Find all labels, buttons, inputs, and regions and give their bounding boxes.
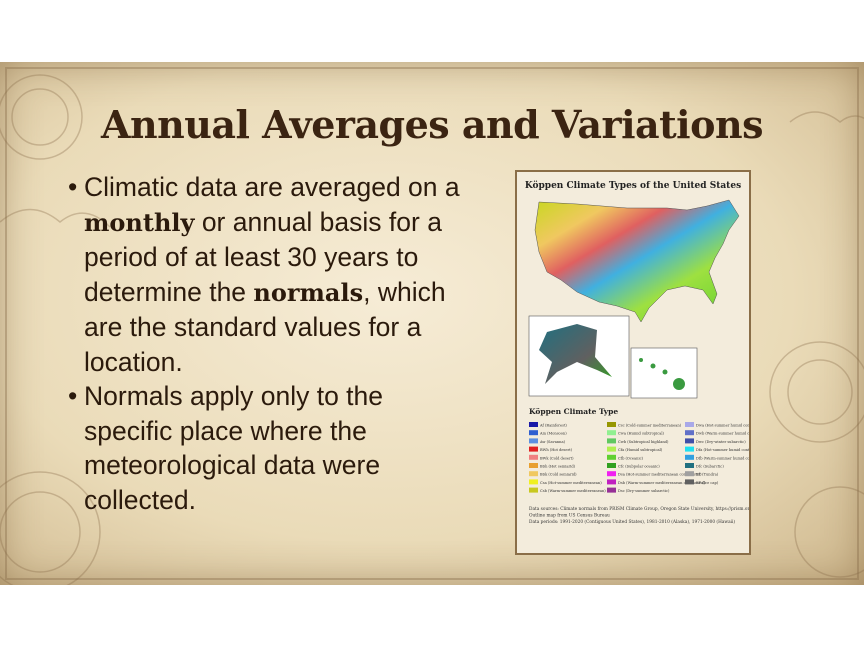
map-figure: Köppen Climate Types of the United State… bbox=[525, 180, 782, 525]
legend-label: Csb (Warm-summer mediterranean) bbox=[540, 489, 606, 493]
legend-swatch bbox=[529, 479, 538, 485]
bold-text: normals bbox=[253, 277, 364, 307]
legend-label: EF (Ice cap) bbox=[696, 481, 719, 485]
legend-swatch bbox=[685, 479, 694, 485]
legend-label: Aw (Savanna) bbox=[539, 440, 566, 444]
legend-label: BWh (Hot desert) bbox=[540, 448, 573, 452]
legend-label: Cfc (Subpolar oceanic) bbox=[618, 465, 660, 469]
legend-swatch bbox=[529, 422, 538, 427]
slide: Annual Averages and Variations Climatic … bbox=[0, 62, 864, 585]
legend-swatch bbox=[607, 471, 616, 477]
legend-label: BWk (Cold desert) bbox=[540, 456, 574, 460]
legend-swatch bbox=[529, 487, 538, 493]
legend-swatch bbox=[685, 422, 694, 427]
legend-label: Dwa (Hot-summer humid continental) bbox=[696, 424, 749, 428]
legend-swatch bbox=[607, 438, 616, 444]
bullet: Normals apply only to the specific place… bbox=[68, 379, 468, 517]
legend-swatch bbox=[685, 454, 694, 460]
legend-label: Cwa (Humid subtropical) bbox=[618, 432, 665, 436]
legend-swatch bbox=[529, 454, 538, 460]
legend-swatch bbox=[607, 487, 616, 493]
legend-label: Dsb (Warm-summer mediterranean continent… bbox=[618, 481, 706, 485]
legend-swatch bbox=[607, 479, 616, 485]
source-note: Data periods: 1991-2020 (Contiguous Unit… bbox=[529, 520, 735, 525]
map-title: Köppen Climate Types of the United State… bbox=[525, 180, 741, 191]
legend-label: Cwb (Subtropical highland) bbox=[618, 440, 669, 444]
legend-swatch bbox=[529, 471, 538, 477]
legend-swatch bbox=[685, 430, 694, 436]
legend-label: Dfc (Subarctic) bbox=[696, 465, 724, 469]
legend-label: Dsa (Hot-summer mediterranean continenta… bbox=[618, 473, 702, 477]
legend-swatch bbox=[607, 454, 616, 460]
legend-title: Köppen Climate Type bbox=[529, 407, 618, 416]
legend-swatch bbox=[607, 422, 616, 427]
legend-swatch bbox=[529, 430, 538, 436]
legend-label: Dwb (Warm-summer humid continental) bbox=[696, 432, 749, 436]
legend-label: Dfb (Warm-summer humid continental) bbox=[696, 456, 749, 460]
legend-swatch bbox=[607, 430, 616, 436]
bold-text: monthly bbox=[84, 207, 195, 237]
legend-label: Dwc (Dry-winter subarctic) bbox=[696, 440, 746, 444]
legend-label: BSh (Hot semiarid) bbox=[540, 465, 576, 469]
alaska bbox=[539, 324, 612, 384]
legend-label: ET (Tundra) bbox=[696, 473, 719, 477]
legend-label: Csc (Cold-summer mediterranean) bbox=[618, 424, 682, 428]
text: or annual basis for a period of at least… bbox=[84, 206, 442, 307]
legend-swatch bbox=[529, 446, 538, 452]
legend-swatch bbox=[607, 463, 616, 468]
legend-label: Dfa (Hot-summer humid continental) bbox=[696, 448, 749, 452]
legend-swatch bbox=[685, 446, 694, 452]
legend-label: Am (Monsoon) bbox=[539, 432, 567, 436]
legend-label: BSk (Cold semiarid) bbox=[540, 473, 577, 477]
text: Climatic data are averaged on a bbox=[84, 172, 460, 202]
source-note: Data sources: Climate normals from PRISM… bbox=[529, 507, 749, 512]
legend-label: Cfb (Oceanic) bbox=[618, 456, 644, 460]
slide-title: Annual Averages and Variations bbox=[101, 102, 763, 147]
bullet-list: Climatic data are averaged on a monthly … bbox=[68, 170, 468, 517]
text: Normals apply only to the specific place… bbox=[84, 381, 384, 515]
legend-label: Af (Rainforest) bbox=[539, 424, 567, 428]
bullet: Climatic data are averaged on a monthly … bbox=[68, 170, 468, 379]
legend-swatch bbox=[607, 446, 616, 452]
decoration bbox=[0, 67, 864, 585]
climate-map: Köppen Climate Types of the United State… bbox=[515, 170, 782, 555]
legend-swatch bbox=[529, 438, 538, 444]
legend-label: Csa (Hot-summer mediterranean) bbox=[540, 481, 602, 485]
source-note: Outline map from US Census Bureau bbox=[529, 514, 610, 519]
legend-label: Dsc (Dry-summer subarctic) bbox=[618, 489, 670, 493]
contiguous-us bbox=[534, 199, 740, 323]
legend-label: Cfa (Humid subtropical) bbox=[618, 448, 663, 452]
legend-swatch bbox=[685, 471, 694, 477]
legend-swatch bbox=[685, 438, 694, 444]
legend-swatch bbox=[685, 463, 694, 468]
legend-swatch bbox=[529, 463, 538, 468]
text: , which are the standard values for a lo… bbox=[84, 276, 446, 377]
